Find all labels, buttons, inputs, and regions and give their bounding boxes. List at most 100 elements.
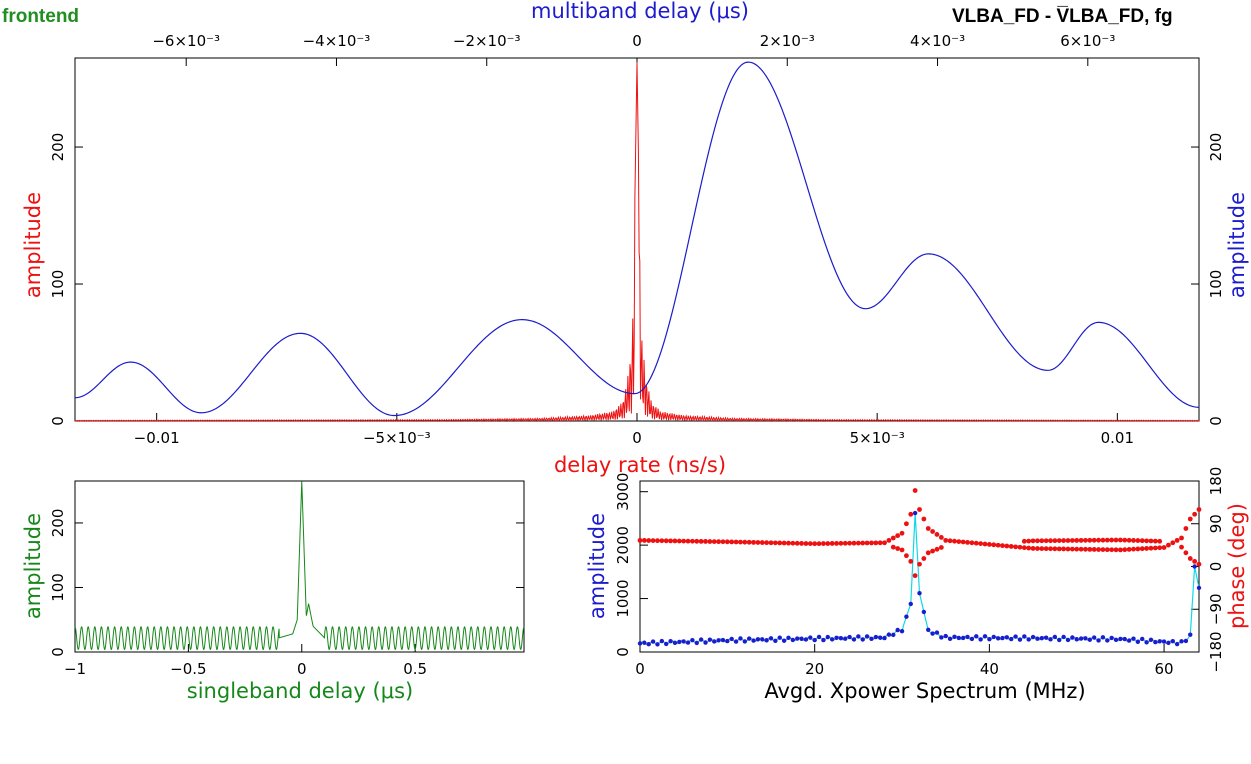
xpower-phase-point bbox=[1152, 538, 1158, 544]
multiband-delay-series bbox=[74, 61, 1200, 417]
xpower-phase-point bbox=[978, 541, 984, 547]
xpower-phase-point bbox=[707, 539, 713, 544]
xpower-phase-point bbox=[738, 539, 743, 545]
panel2-frame bbox=[74, 480, 525, 653]
xpower-phase-point bbox=[1122, 537, 1128, 543]
panel3-y2-label: −90 bbox=[1207, 593, 1225, 625]
xpower-amplitude-point bbox=[921, 609, 927, 615]
xpower-phase-point bbox=[799, 541, 804, 546]
xpower-phase-point bbox=[1008, 544, 1014, 549]
xpower-phase-point bbox=[838, 540, 844, 546]
xpower-phase-point bbox=[1104, 547, 1110, 553]
xpower-amplitude-point bbox=[891, 632, 896, 638]
xpower-phase-point bbox=[1043, 538, 1049, 544]
xpower-amplitude-point bbox=[982, 634, 988, 639]
xpower-amplitude-point bbox=[930, 631, 935, 636]
xpower-phase-point bbox=[821, 541, 826, 546]
xpower-phase-point bbox=[912, 488, 918, 493]
xpower-amplitude-point bbox=[882, 635, 887, 641]
panel3-y-label: 1000 bbox=[614, 579, 632, 617]
panel3-y-label: 0 bbox=[614, 647, 632, 657]
xpower-amplitude-point bbox=[790, 637, 796, 643]
xpower-amplitude-point bbox=[1109, 635, 1114, 641]
xpower-amplitude-point bbox=[878, 635, 883, 640]
xpower-amplitude-point bbox=[851, 637, 857, 642]
panel1-right-y-label: 200 bbox=[1207, 133, 1225, 162]
xpower-amplitude-point bbox=[668, 639, 673, 644]
xpower-phase-point bbox=[790, 540, 796, 546]
panel2-xtick-label: 0.5 bbox=[403, 660, 427, 678]
xpower-phase-point bbox=[895, 546, 901, 551]
xpower-phase-point bbox=[1013, 544, 1018, 550]
xpower-amplitude-point bbox=[1061, 634, 1066, 640]
xpower-phase-point bbox=[1161, 545, 1167, 550]
panel1-right-y-label: 100 bbox=[1207, 270, 1225, 299]
xpower-amplitude-point bbox=[860, 637, 865, 642]
xpower-phase-point bbox=[925, 550, 931, 556]
xpower-phase-point bbox=[960, 539, 966, 545]
xpower-phase-point bbox=[904, 553, 909, 559]
panel1-ylabel-right: amplitude bbox=[1225, 192, 1249, 298]
xpower-amplitude-point bbox=[1100, 635, 1106, 640]
xpower-phase-point bbox=[1131, 546, 1136, 552]
xpower-amplitude-point bbox=[685, 640, 691, 645]
xpower-phase-point bbox=[1087, 546, 1093, 552]
xpower-amplitude-point bbox=[1140, 636, 1145, 642]
xpower-amplitude-point bbox=[904, 614, 909, 619]
xpower-phase-point bbox=[882, 540, 887, 546]
xpower-phase-point bbox=[1056, 538, 1062, 543]
xpower-phase-point bbox=[755, 540, 761, 545]
xpower-phase-point bbox=[646, 538, 652, 543]
xpower-phase-point bbox=[847, 540, 853, 546]
xpower-amplitude-point bbox=[1131, 636, 1136, 641]
xpower-phase-point bbox=[1030, 546, 1036, 551]
xpower-amplitude-point bbox=[681, 639, 686, 644]
xpower-amplitude-point bbox=[947, 636, 953, 642]
xpower-amplitude-point bbox=[1057, 637, 1062, 643]
xpower-amplitude-line bbox=[639, 513, 1200, 646]
xpower-phase-point bbox=[690, 538, 695, 544]
xpower-phase-point bbox=[842, 540, 848, 546]
xpower-phase-point bbox=[1126, 547, 1132, 552]
xpower-amplitude-point bbox=[843, 636, 848, 641]
panel1-top-xtick-label: 2×10⁻³ bbox=[760, 32, 815, 50]
xpower-amplitude-point bbox=[1161, 639, 1167, 644]
xpower-phase-point bbox=[1100, 537, 1106, 543]
xpower-amplitude-point bbox=[760, 637, 765, 642]
xpower-phase-point bbox=[1170, 540, 1176, 546]
singleband-series bbox=[74, 481, 525, 651]
xpower-phase-point bbox=[1144, 546, 1149, 551]
xpower-amplitude-point bbox=[1083, 636, 1088, 641]
xpower-phase-point bbox=[1174, 537, 1180, 543]
xpower-phase-point bbox=[1000, 543, 1005, 549]
xpower-amplitude-point bbox=[838, 636, 844, 641]
xpower-amplitude-point bbox=[991, 634, 996, 640]
xpower-phase-point bbox=[934, 532, 940, 537]
xpower-phase-point bbox=[890, 544, 896, 550]
xpower-phase-point bbox=[864, 540, 870, 546]
panel3-y2-label: 0 bbox=[1207, 562, 1225, 572]
xpower-phase-point bbox=[768, 540, 774, 546]
frontend-label: frontend bbox=[2, 6, 80, 27]
xpower-phase-point bbox=[956, 539, 962, 544]
panel2-xtick-label: −1 bbox=[64, 660, 86, 678]
xpower-amplitude-point bbox=[926, 627, 931, 632]
xpower-amplitude-point bbox=[1070, 635, 1075, 640]
xpower-phase-point bbox=[751, 539, 756, 545]
xpower-phase-point bbox=[1122, 547, 1128, 553]
xpower-amplitude-point bbox=[960, 635, 966, 641]
xpower-phase-point bbox=[1091, 537, 1097, 543]
xpower-amplitude-point bbox=[720, 637, 726, 643]
xpower-amplitude-point bbox=[908, 601, 913, 607]
xpower-phase-point bbox=[1196, 561, 1202, 567]
panel3-ylabel-left: amplitude bbox=[585, 513, 609, 619]
xpower-amplitude-point bbox=[672, 640, 678, 645]
xpower-phase-point bbox=[759, 540, 765, 545]
xpower-phase-point bbox=[1069, 538, 1075, 543]
xpower-phase-point bbox=[694, 538, 700, 544]
xpower-amplitude-point bbox=[869, 636, 874, 642]
panel1-xtick-label: 0 bbox=[632, 429, 642, 447]
xpower-amplitude-point bbox=[795, 636, 800, 641]
xpower-phase-point bbox=[986, 542, 992, 547]
xpower-phase-point bbox=[1148, 545, 1154, 551]
